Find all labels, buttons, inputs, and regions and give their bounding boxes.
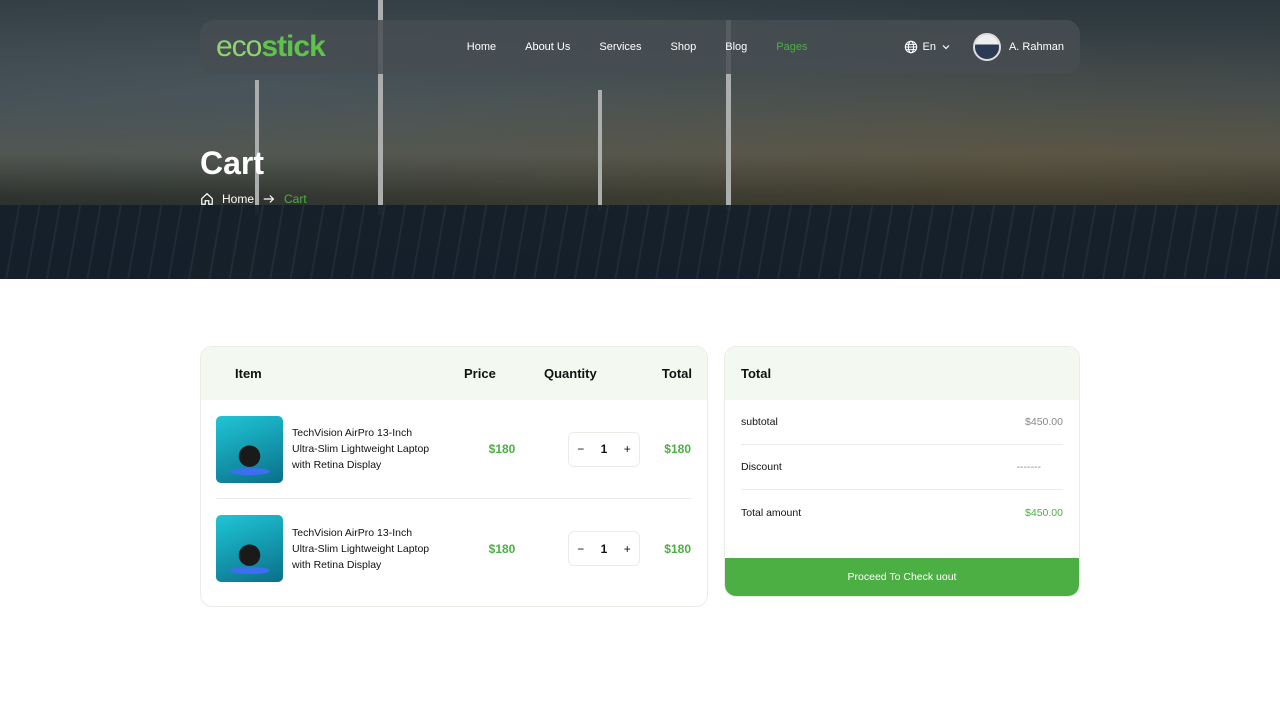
product-price: $180 xyxy=(488,541,516,556)
quantity-stepper: − 1 + xyxy=(568,431,640,467)
product-price: $180 xyxy=(488,442,516,456)
user-menu[interactable]: A. Rahman xyxy=(972,33,1064,61)
navbar: ecostick Home About Us Services Shop Blo… xyxy=(200,20,1080,74)
plus-icon[interactable]: + xyxy=(623,442,631,456)
home-icon xyxy=(201,192,213,205)
total-value: $450.00 xyxy=(1025,506,1063,519)
discount-label: Discount xyxy=(741,461,782,473)
avatar xyxy=(972,33,1001,61)
nav-home[interactable]: Home xyxy=(466,41,497,53)
total-label: Total amount xyxy=(741,506,802,519)
column-total: Total xyxy=(661,366,692,381)
breadcrumb: Home Cart xyxy=(200,192,307,206)
row-total: $180 xyxy=(664,541,691,556)
nav-services[interactable]: Services xyxy=(599,41,642,53)
nav-about-us[interactable]: About Us xyxy=(525,41,571,53)
row-total: $180 xyxy=(664,442,691,456)
minus-icon[interactable]: − xyxy=(577,541,585,556)
total-row: Total amount $450.00 xyxy=(741,490,1063,535)
product-name[interactable]: TechVision AirPro 13-Inch Ultra-Slim Lig… xyxy=(292,427,430,471)
summary-title: Total xyxy=(741,366,772,381)
language-label: En xyxy=(922,41,936,53)
subtotal-row: subtotal $450.00 xyxy=(741,400,1063,445)
plus-icon[interactable]: + xyxy=(623,541,631,556)
logo[interactable]: ecostick xyxy=(216,30,326,63)
product-image[interactable] xyxy=(216,515,283,582)
breadcrumb-current: Cart xyxy=(284,192,307,206)
chevron-down-icon xyxy=(942,45,950,50)
breadcrumb-home[interactable]: Home xyxy=(222,192,255,206)
column-quantity: Quantity xyxy=(544,366,597,381)
quantity-stepper: − 1 + xyxy=(568,531,640,566)
nav-shop[interactable]: Shop xyxy=(670,41,697,53)
page-title: Cart xyxy=(200,145,265,181)
nav-pages[interactable]: Pages xyxy=(776,41,808,53)
subtotal-value: $450.00 xyxy=(1025,416,1063,428)
subtotal-label: subtotal xyxy=(741,416,778,428)
order-summary: Total subtotal $450.00 Discount ------- … xyxy=(724,346,1080,597)
discount-value: ------- xyxy=(1016,461,1041,473)
quantity-value: 1 xyxy=(600,442,608,456)
column-item: Item xyxy=(235,366,262,381)
product-image[interactable] xyxy=(216,415,283,483)
column-price: Price xyxy=(464,366,496,381)
discount-row: Discount ------- xyxy=(741,445,1063,490)
language-selector[interactable]: En xyxy=(904,40,951,54)
arrow-right-icon xyxy=(263,195,275,203)
checkout-button[interactable]: Proceed To Check uout xyxy=(725,558,1079,596)
product-name[interactable]: TechVision AirPro 13-Inch Ultra-Slim Lig… xyxy=(292,526,430,571)
cart-table: Item Price Quantity Total TechVision Air… xyxy=(200,346,708,607)
table-row: TechVision AirPro 13-Inch Ultra-Slim Lig… xyxy=(216,499,692,598)
cart-table-header: Item Price Quantity Total xyxy=(201,347,707,400)
quantity-value: 1 xyxy=(600,541,608,556)
table-row: TechVision AirPro 13-Inch Ultra-Slim Lig… xyxy=(216,400,692,499)
nav-blog[interactable]: Blog xyxy=(725,41,748,53)
user-name: A. Rahman xyxy=(1008,41,1064,53)
minus-icon[interactable]: − xyxy=(577,442,585,456)
globe-icon xyxy=(904,40,917,54)
